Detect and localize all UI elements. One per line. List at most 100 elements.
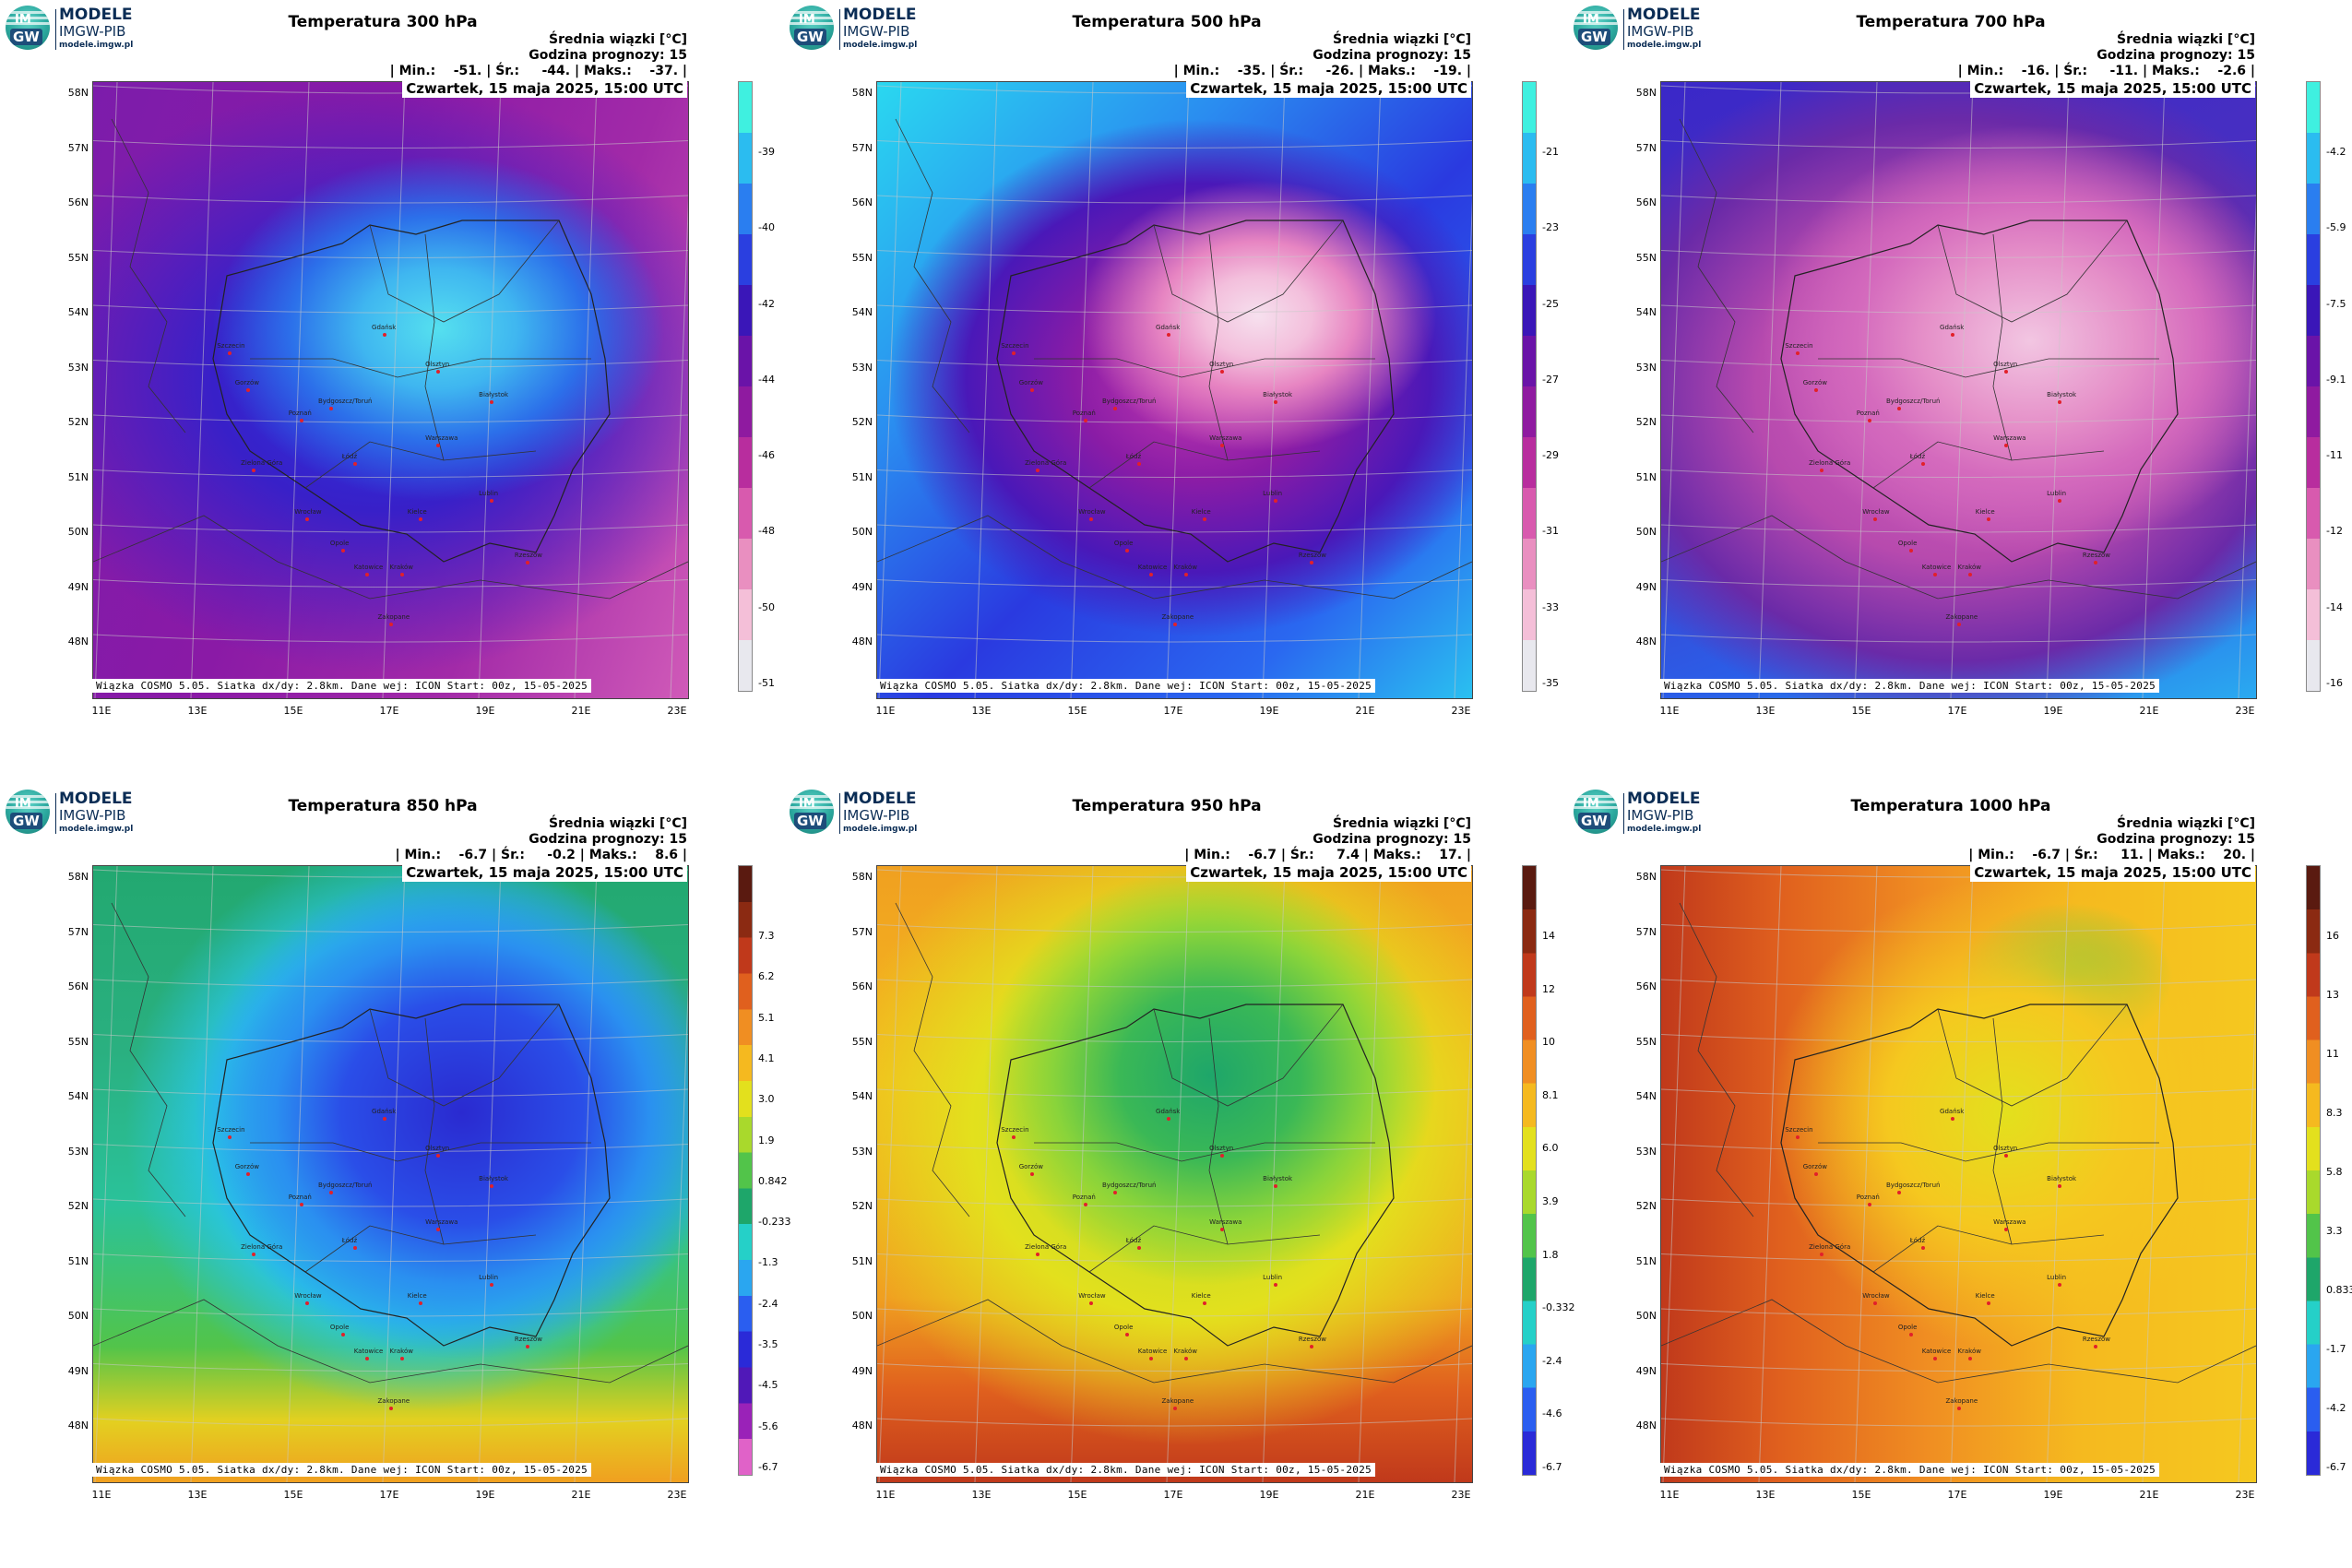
city-label: Kraków (389, 564, 413, 572)
stats-line: | Min.: -6.7 | Śr.: -0.2 | Maks.: 8.6 | (395, 848, 687, 862)
latitude-label: 50N (851, 1310, 873, 1322)
imgw-logo[interactable]: IM GW MODELE IMGW-PIB modele.imgw.pl (6, 790, 162, 836)
city-marker (1012, 1134, 1016, 1139)
city-label: Kielce (1975, 508, 1995, 517)
colorbar-tick-label: -40 (758, 221, 775, 234)
city-marker (1820, 468, 1824, 472)
city-label: Olsztyn (425, 1144, 450, 1152)
city-label: Białystok (2047, 1175, 2077, 1183)
colorbar (1522, 865, 1537, 1476)
logo-line-1: MODELE (59, 790, 133, 808)
latitude-label: 52N (1635, 1200, 1657, 1212)
latitude-label: 58N (851, 87, 873, 99)
longitude-label: 15E (1067, 1489, 1087, 1501)
colorbar-tick-label: -16 (2326, 677, 2343, 689)
city-label: Gorzów (1802, 379, 1827, 386)
model-footer: Wiązka COSMO 5.05. Siatka dx/dy: 2.8km. … (876, 679, 1376, 693)
temperature-map[interactable]: Gdańsk Olsztyn Szczecin Bydgoszcz/Toruń Biał… (92, 81, 689, 699)
latitude-label: 55N (1635, 1035, 1657, 1048)
colorbar-tick-label: -14 (2326, 600, 2343, 613)
city-label: Kraków (1173, 1348, 1197, 1356)
city-marker (1167, 1116, 1171, 1121)
latitude-label: 51N (67, 470, 89, 483)
colorbar-tick-label: 1.9 (758, 1134, 775, 1146)
latitude-label: 58N (1635, 87, 1657, 99)
colorbar-tick-label: -46 (758, 449, 775, 462)
city-label: Łódź (1125, 453, 1142, 461)
city-label: Katowice (1921, 1348, 1952, 1356)
colorbar-tick-label: -6.7 (1542, 1461, 1562, 1473)
city-marker (2004, 444, 2009, 448)
city-label: Wrocław (1078, 1292, 1106, 1301)
city-marker (388, 622, 393, 626)
logo-line-1: MODELE (59, 6, 133, 24)
city-label: Wrocław (1862, 508, 1890, 517)
longitude-label: 19E (475, 705, 495, 717)
latitude-label: 49N (1635, 1364, 1657, 1377)
latitude-label: 55N (67, 1035, 89, 1048)
forecast-date: Czwartek, 15 maja 2025, 15:00 UTC (1186, 863, 1471, 882)
logo-mark-top: IM (1583, 13, 1599, 27)
city-marker (418, 1301, 422, 1306)
temperature-map[interactable]: Gdańsk Olsztyn Szczecin Bydgoszcz/Toruń Biał… (876, 865, 1473, 1483)
city-label: Rzeszów (514, 552, 543, 560)
city-marker (1920, 462, 1925, 467)
logo-line-3: modele.imgw.pl (1627, 41, 1702, 50)
longitude-label: 11E (1659, 705, 1680, 717)
colorbar-tick-label: 13 (2326, 989, 2339, 1001)
city-marker (1873, 517, 1878, 522)
city-label: Kielce (1191, 508, 1211, 517)
info-line-2: Godzina prognozy: 15 (529, 832, 687, 847)
longitude-label: 23E (2235, 1489, 2255, 1501)
longitude-label: 17E (1947, 705, 1967, 717)
city-marker (2093, 1345, 2097, 1349)
imgw-logo[interactable]: IM GW MODELE IMGW-PIB modele.imgw.pl (790, 790, 946, 836)
city-marker (525, 1345, 529, 1349)
city-label: Łódź (1125, 1237, 1142, 1245)
temperature-map[interactable]: Gdańsk Olsztyn Szczecin Bydgoszcz/Toruń Biał… (1660, 865, 2257, 1483)
forecast-date: Czwartek, 15 maja 2025, 15:00 UTC (1186, 79, 1471, 98)
city-label: Gdańsk (1940, 1107, 1965, 1115)
longitude-label: 17E (1163, 1489, 1183, 1501)
city-label: Rzeszów (2082, 1336, 2111, 1344)
latitude-label: 50N (851, 526, 873, 538)
colorbar-tick-label: -31 (1542, 525, 1559, 538)
logo-mark-top: IM (1583, 797, 1599, 811)
city-label: Warszawa (1993, 1218, 2026, 1227)
panel-title: Temperatura 500 hPa (1072, 13, 1262, 31)
imgw-logo[interactable]: IM GW MODELE IMGW-PIB modele.imgw.pl (1574, 6, 1730, 52)
city-marker (228, 350, 232, 355)
latitude-label: 54N (67, 1090, 89, 1102)
latitude-label: 58N (67, 87, 89, 99)
forecast-date: Czwartek, 15 maja 2025, 15:00 UTC (1970, 79, 2255, 98)
city-marker (1184, 1357, 1189, 1361)
imgw-logo[interactable]: IM GW MODELE IMGW-PIB modele.imgw.pl (790, 6, 946, 52)
latitude-label: 56N (67, 980, 89, 992)
forecast-date: Czwartek, 15 maja 2025, 15:00 UTC (402, 863, 687, 882)
city-marker (1167, 332, 1171, 337)
colorbar-tick-label: -1.7 (2326, 1343, 2346, 1355)
logo-mark-bottom: GW (794, 29, 826, 45)
city-label: Lublin (479, 1274, 499, 1282)
city-marker (400, 573, 405, 577)
city-marker (1956, 1406, 1961, 1410)
colorbar (2306, 81, 2321, 692)
imgw-logo[interactable]: IM GW MODELE IMGW-PIB modele.imgw.pl (6, 6, 162, 52)
temperature-map[interactable]: Gdańsk Olsztyn Szczecin Bydgoszcz/Toruń Biał… (876, 81, 1473, 699)
city-marker (490, 499, 494, 504)
city-label: Olsztyn (1209, 360, 1234, 368)
imgw-logo[interactable]: IM GW MODELE IMGW-PIB modele.imgw.pl (1574, 790, 1730, 836)
city-label: Warszawa (1209, 434, 1242, 443)
city-marker (2058, 400, 2062, 405)
longitude-label: 17E (1163, 705, 1183, 717)
logo-mark-bottom: GW (10, 813, 42, 829)
latitude-label: 49N (67, 1364, 89, 1377)
stats-line: | Min.: -6.7 | Śr.: 7.4 | Maks.: 17. | (1184, 848, 1471, 862)
colorbar-tick-label: -39 (758, 146, 775, 158)
temperature-map[interactable]: Gdańsk Olsztyn Szczecin Bydgoszcz/Toruń Biał… (92, 865, 689, 1483)
city-marker (1968, 573, 1973, 577)
temperature-map[interactable]: Gdańsk Olsztyn Szczecin Bydgoszcz/Toruń Biał… (1660, 81, 2257, 699)
latitude-label: 58N (67, 871, 89, 883)
colorbar-tick-label: 14 (1542, 930, 1555, 942)
colorbar-tick-label: -4.6 (1542, 1408, 1562, 1420)
